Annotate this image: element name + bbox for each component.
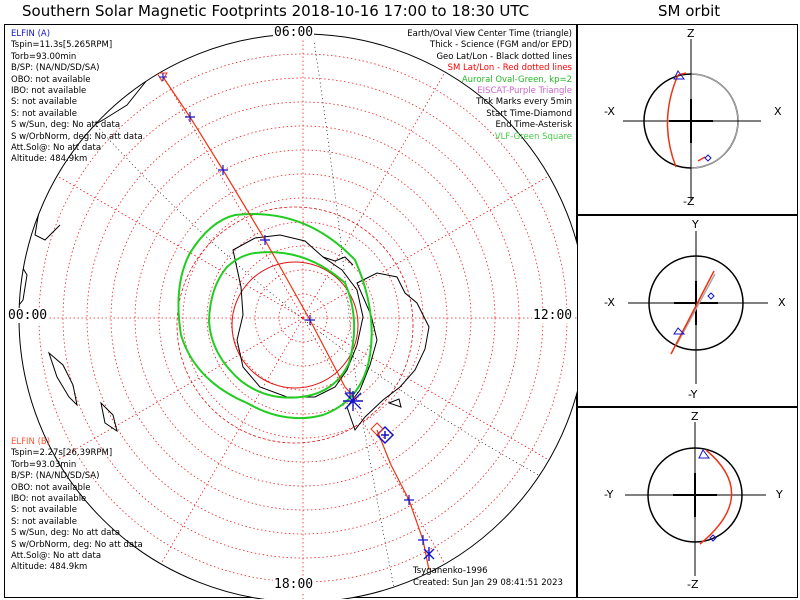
sm-pole-circle [231, 261, 359, 389]
peninsula-outline [322, 256, 354, 266]
legend-entry: SM Lat/Lon - Red dotted lines [447, 63, 572, 74]
axis-top-label: Y [692, 218, 699, 231]
footprint-map-panel[interactable]: 06:00 00:00 12:00 18:00 ELFIN (A) Tspin=… [4, 24, 578, 599]
sm-orbit-yz-plot [625, 422, 766, 576]
elfin-a-line: Tspin=11.3s[5.265RPM] [11, 40, 113, 51]
elfin-a-line: S w/Sun, deg: No att data [11, 120, 121, 131]
elfin-b-info: ELFIN (B) Tspin=2.27s[26.39RPM] Torb=93.… [11, 437, 143, 574]
elfin-b-line: S w/Sun, deg: No att data [11, 528, 121, 539]
start-diamond-outline [370, 422, 384, 436]
axis-left-label: -X [604, 105, 615, 118]
axis-bottom-label: -Z [687, 578, 699, 591]
axis-bottom-label: -Y [688, 388, 698, 401]
legend-entry: Thick - Science (FGM and/or EPD) [429, 40, 572, 51]
legend-entry: Tick Marks every 5min [476, 97, 572, 108]
sm-orbit-title: SM orbit [658, 2, 721, 20]
sm-outer-circle [176, 206, 414, 444]
elfin-b-line: Altitude: 484.9km [11, 562, 88, 573]
tick-a-4 [305, 315, 315, 325]
elfin-a-line: Altitude: 484.9km [11, 154, 88, 165]
elfin-b-line: B/SP: (NA/ND/SD/SA) [11, 471, 100, 482]
auroral-oval [177, 213, 373, 420]
elfin-a-name: ELFIN (A) [11, 29, 51, 39]
elfin-a-line: Torb=93.00min [11, 51, 77, 62]
credits: Tsyganenko-1996 Created: Sun Jan 29 08:4… [413, 565, 563, 589]
sm-yz-marker [709, 534, 717, 542]
elfin-a-info: ELFIN (A) Tspin=11.3s[5.265RPM] Torb=93.… [11, 29, 143, 166]
elfin-a-start-cross [159, 73, 167, 81]
sm-orbit-xy-panel: Y -Y -X X [577, 215, 798, 407]
elfin-b-line: IBO: not available [11, 494, 87, 505]
sm-orbit-yz-panel: Z -Z -Y Y [577, 407, 798, 598]
new-zealand-outline [47, 351, 78, 407]
elfin-b-line: OBO: not available [11, 482, 91, 493]
legend-entry: Auroral Oval-Green, kp=2 [461, 74, 572, 85]
elfin-b-line: S: not available [11, 516, 77, 527]
sm-xy-track [670, 270, 715, 355]
mlt-label-bottom: 18:00 [273, 577, 315, 592]
elfin-b-line: Tspin=2.27s[26.39RPM] [11, 448, 113, 459]
legend-entry: VLF-Green Square [494, 131, 572, 142]
legend-entry: Start Time-Diamond [486, 108, 572, 119]
sm-orbit-xz-panel: Z -Z -X X [577, 24, 798, 215]
model-credit: Tsyganenko-1996 [413, 566, 488, 576]
falklands-outline [387, 398, 402, 408]
sm-xy-marker [707, 292, 715, 300]
elfin-a-line: S: not available [11, 97, 77, 108]
antarctica-outline [232, 234, 364, 398]
sm-orbit-xz-plot [623, 39, 761, 201]
south-island-outline [100, 401, 118, 433]
tick-b-2 [418, 535, 428, 545]
page-title: Southern Solar Magnetic Footprints 2018-… [22, 2, 530, 20]
map-legend: Earth/Oval View Center Time (triangle) T… [407, 29, 572, 143]
legend-entry: Earth/Oval View Center Time (triangle) [407, 29, 572, 39]
sm-yz-marker [698, 449, 710, 459]
axis-right-label: Y [776, 488, 783, 501]
tick-a-1 [185, 112, 195, 122]
axis-right-label: X [778, 296, 786, 309]
elfin-a-line: IBO: not available [11, 86, 87, 97]
axis-bottom-label: -Z [683, 195, 695, 208]
legend-entry: EISCAT-Purple Triangle [477, 86, 572, 97]
sm-xz-marker [704, 154, 712, 162]
elfin-a-line: Att.Sol@: No att data [11, 143, 102, 154]
sm-xy-marker [673, 327, 686, 335]
madagascar-outline [36, 163, 50, 199]
elfin-a-line: S w/OrbNorm, deg: No att data [11, 131, 143, 142]
sm-orbit-xy-plot [628, 231, 768, 384]
elfin-b-name: ELFIN (B) [11, 437, 51, 447]
elfin-a-line: OBO: not available [11, 74, 91, 85]
mlt-label-right: 12:00 [532, 308, 574, 323]
legend-entry: End Time-Asterisk [495, 120, 572, 131]
sm-xz-track [666, 74, 679, 168]
geo-grid [44, 34, 576, 599]
tick-a-3 [260, 235, 270, 245]
end-asterisk-b [423, 547, 435, 561]
elfin-b-line: S: not available [11, 505, 77, 516]
sm-meridian-grid [19, 34, 578, 599]
axis-top-label: Z [687, 27, 695, 40]
tick-a-2 [218, 165, 228, 175]
elfin-b-line: Att.Sol@: No att data [11, 551, 102, 562]
footprint-map[interactable] [5, 25, 578, 599]
elfin-a-line: S: not available [11, 108, 77, 119]
axis-right-label: X [774, 105, 782, 118]
south-america-outline [346, 272, 430, 432]
axis-left-label: -Y [604, 488, 614, 501]
mlt-label-left: 00:00 [7, 308, 49, 323]
created-timestamp: Created: Sun Jan 29 08:41:51 2023 [413, 578, 563, 588]
elfin-a-line: B/SP: (NA/ND/SD/SA) [11, 63, 100, 74]
sm-xz-marker [673, 70, 685, 80]
mlt-label-top: 06:00 [273, 25, 315, 40]
elfin-b-ticks [404, 495, 428, 545]
elfin-b-line: Torb=93.03min [11, 459, 77, 470]
sm-yz-track [699, 449, 733, 545]
legend-entry: Geo Lat/Lon - Black dotted lines [436, 51, 572, 62]
elfin-b-line: S w/OrbNorm, deg: No att data [11, 539, 143, 550]
tick-b-1 [404, 495, 414, 505]
end-asterisk-a [343, 391, 363, 411]
axis-top-label: Z [691, 410, 699, 423]
axis-left-label: -X [604, 296, 615, 309]
